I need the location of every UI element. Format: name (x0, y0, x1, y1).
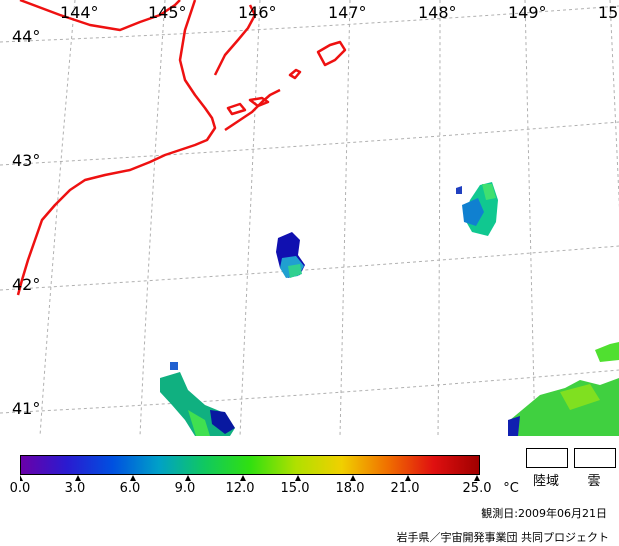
lat-label-44: 44° (12, 27, 41, 46)
colorbar-tick-21: 21.0 (390, 481, 420, 496)
lon-label-144: 144° (60, 3, 99, 22)
lon-label-147: 147° (328, 3, 367, 22)
sst-patch-southeast (508, 342, 619, 436)
observation-date: 観測日:2009年06月21日 (481, 507, 607, 520)
lon-label-148: 148° (418, 3, 457, 22)
colorbar-tick-12: 12.0 (225, 481, 255, 496)
graticule-parallels (0, 5, 619, 414)
lon-label-146: 146° (238, 3, 277, 22)
colorbar-tick-18: 18.0 (335, 481, 365, 496)
coastline (16, 0, 347, 296)
sst-map (0, 0, 619, 436)
colorbar-tick-3: 3.0 (64, 481, 86, 496)
lon-label-149: 149° (508, 3, 547, 22)
graticule-meridians (39, 0, 619, 436)
cloud-legend-label: 雲 (587, 474, 601, 489)
colorbar-unit: °C (503, 481, 519, 496)
colorbar-tick-9: 9.0 (174, 481, 196, 496)
colorbar-tick-15: 15.0 (280, 481, 310, 496)
sst-patch-southwest (160, 362, 235, 436)
cloud-legend-swatch (574, 448, 616, 468)
sst-patch-east (456, 182, 498, 236)
credit-line: 岩手県／宇宙開発事業団 共同プロジェクト (396, 531, 610, 544)
land-legend-swatch (526, 448, 568, 468)
sst-patch-central (276, 232, 305, 278)
colorbar-tick-0: 0.0 (9, 481, 31, 496)
lat-label-43: 43° (12, 151, 41, 170)
lat-label-42: 42° (12, 275, 41, 294)
colorbar-tick-marks (20, 475, 480, 481)
land-legend-label: 陸域 (532, 474, 559, 489)
temperature-colorbar (20, 455, 480, 475)
lon-label-150: 15 (598, 3, 619, 22)
colorbar-tick-6: 6.0 (119, 481, 141, 496)
lat-label-41: 41° (12, 399, 41, 418)
colorbar-tick-25: 25.0 (462, 481, 492, 496)
lon-label-145: 145° (148, 3, 187, 22)
